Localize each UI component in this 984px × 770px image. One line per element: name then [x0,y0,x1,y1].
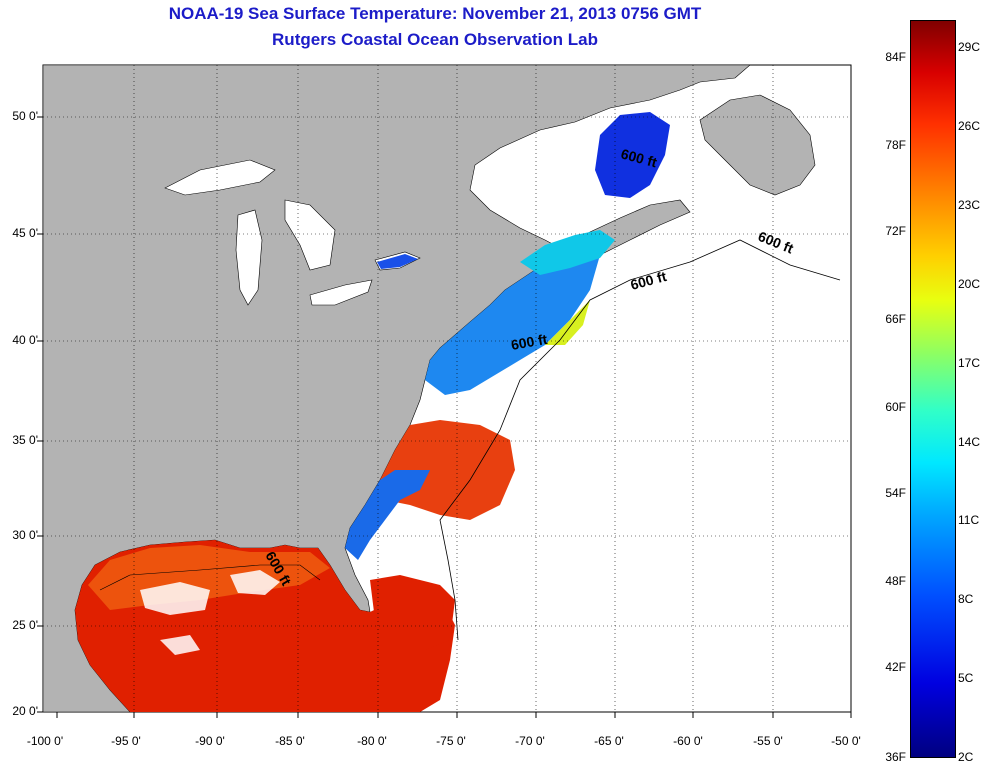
colorbar-f-label: 36F [885,750,906,764]
x-tick-label: -80 0' [357,734,387,748]
map-title: NOAA-19 Sea Surface Temperature: Novembe… [168,4,702,23]
x-tick-label: -60 0' [673,734,703,748]
colorbar-c-label: 2C [958,750,974,764]
colorbar-c-label: 17C [958,356,981,370]
isobath-gulf [99,564,321,591]
sst-gulf-stream [380,420,515,520]
y-tick-label: 25 0' [12,618,38,632]
colorbar-f-label: 48F [885,574,906,588]
colorbar-c-label: 29C [958,40,981,54]
x-tick-label: -50 0' [831,734,861,748]
x-tick-label: -85 0' [275,734,305,748]
contour-label: 600 ft [510,331,549,353]
temperature-colorbar [910,20,956,758]
y-tick-label: 30 0' [12,528,38,542]
isobath-600ft [439,239,841,641]
colorbar-c-label: 26C [958,119,981,133]
y-tick-label: 50 0' [12,109,38,123]
axis-ticks [37,116,852,718]
lat-lon-grid [43,65,851,712]
colorbar-f-label: 54F [885,486,906,500]
x-tick-label: -75 0' [436,734,466,748]
x-tick-label: -90 0' [195,734,225,748]
x-tick-label: -95 0' [111,734,141,748]
x-tick-label: -65 0' [594,734,624,748]
y-tick-label: 40 0' [12,333,38,347]
map-subtitle: Rutgers Coastal Ocean Observation Lab [272,30,598,49]
sst-se-shelf-cool [345,470,430,560]
colorbar-c-label: 14C [958,435,981,449]
land-newfoundland [699,94,816,196]
colorbar-f-label: 60F [885,400,906,414]
x-tick-label: -100 0' [26,734,64,748]
sst-mid-atlantic [425,255,600,395]
sst-lake-ontario [377,254,418,269]
y-tick-label: 35 0' [12,433,38,447]
colorbar-f-label: 84F [885,50,906,64]
colorbar-f-label: 42F [885,660,906,674]
colorbar-c-label: 8C [958,592,974,606]
x-tick-label: -70 0' [515,734,545,748]
sst-gulf-maine [520,230,615,275]
y-tick-label: 45 0' [12,226,38,240]
y-tick-label: 20 0' [12,704,38,718]
colorbar-c-label: 5C [958,671,974,685]
colorbar-f-label: 78F [885,138,906,152]
sst-warm-core [545,300,590,345]
colorbar-f-label: 66F [885,312,906,326]
sst-st-lawrence [595,112,670,198]
sst-gulf-clouds [140,570,280,655]
colorbar-c-label: 20C [958,277,981,291]
colorbar-f-label: 72F [885,224,906,238]
colorbar-c-label: 23C [958,198,981,212]
x-tick-label: -55 0' [753,734,783,748]
colorbar-c-label: 11C [958,513,980,527]
sst-south-florida [370,575,455,650]
